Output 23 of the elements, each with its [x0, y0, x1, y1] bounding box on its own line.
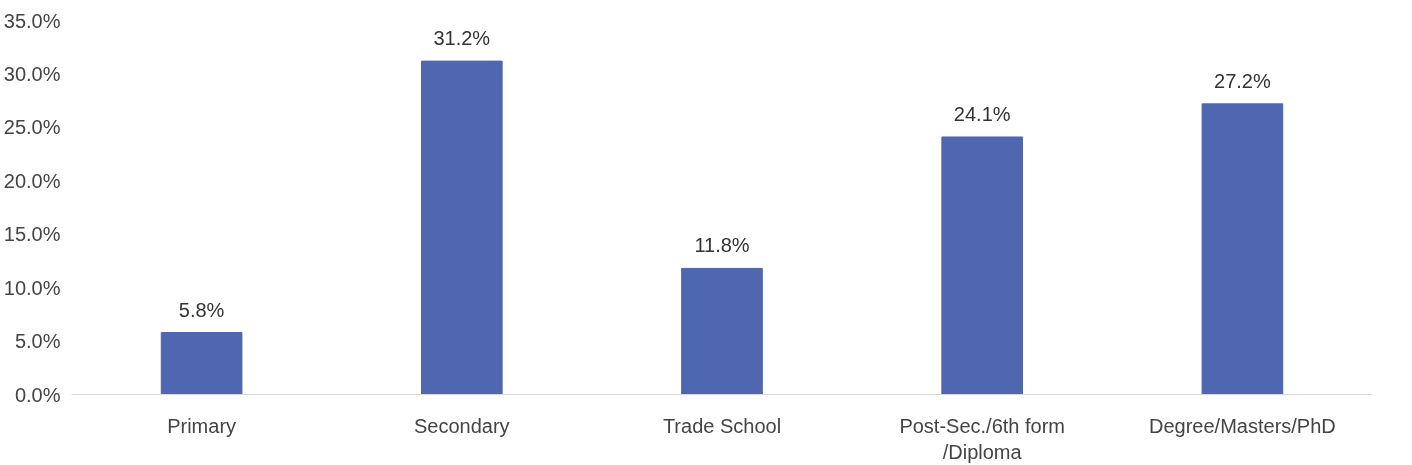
x-tick-label: Secondary: [413, 414, 510, 437]
bar: [681, 267, 763, 395]
data-label: 31.2%: [433, 27, 491, 50]
y-tick-label: 5.0%: [14, 330, 61, 353]
bar: [420, 60, 503, 395]
y-tick-label: 10.0%: [3, 276, 61, 299]
y-tick-label: 15.0%: [3, 223, 61, 246]
data-label: 27.2%: [1214, 69, 1271, 92]
bar: [941, 136, 1024, 395]
x-tick-label: Primary: [167, 414, 237, 437]
y-tick-label: 30.0%: [3, 62, 61, 85]
data-label: 11.8%: [694, 234, 750, 257]
y-tick-label: 0.0%: [14, 383, 61, 406]
bar: [160, 332, 243, 395]
bar: [1201, 103, 1284, 395]
data-label: 5.8%: [178, 298, 225, 321]
y-tick-label: 20.0%: [3, 169, 61, 192]
x-tick-label: Trade School: [662, 414, 782, 437]
x-tick-label: Degree/Masters/PhD: [1149, 414, 1336, 437]
data-label: 24.1%: [953, 102, 1011, 125]
y-tick-label: 35.0%: [3, 9, 61, 32]
y-tick-label: 25.0%: [3, 116, 61, 139]
x-tick-label: Post-Sec./6th form /Diploma: [899, 414, 1066, 463]
